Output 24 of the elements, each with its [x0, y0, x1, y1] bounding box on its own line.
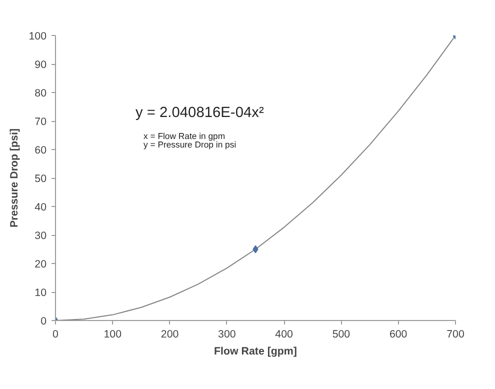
annotation: y = 2.040816E-04x² [136, 105, 264, 121]
y-tick-label: 70 [34, 116, 47, 128]
x-tick-label: 200 [160, 328, 179, 340]
y-tick-label: 10 [34, 287, 47, 299]
y-tick-label: 80 [34, 88, 47, 100]
x-tick-label: 300 [218, 328, 236, 340]
x-tick-label: 600 [389, 328, 408, 340]
y-tick-label: 60 [34, 144, 47, 156]
y-tick-label: 100 [28, 30, 47, 42]
x-tick-label: 100 [104, 328, 122, 340]
x-axis-title: Flow Rate [gpm] [214, 346, 297, 358]
y-tick-label: 20 [34, 258, 47, 270]
x-tick-label: 400 [275, 328, 294, 340]
y-tick-label: 90 [34, 59, 47, 71]
y-tick-label: 30 [34, 230, 47, 242]
annotation: x = Flow Rate in gpm [144, 130, 226, 141]
y-tick-label: 40 [34, 202, 47, 214]
annotation: y = Pressure Drop in psi [144, 140, 236, 150]
y-tick-label: 50 [34, 173, 47, 185]
y-tick-label: 0 [40, 316, 47, 328]
x-tick-label: 700 [446, 328, 464, 340]
x-tick-label: 500 [332, 328, 350, 340]
x-tick-label: 0 [52, 328, 59, 340]
y-axis-title: Pressure Drop [psi] [8, 128, 21, 228]
